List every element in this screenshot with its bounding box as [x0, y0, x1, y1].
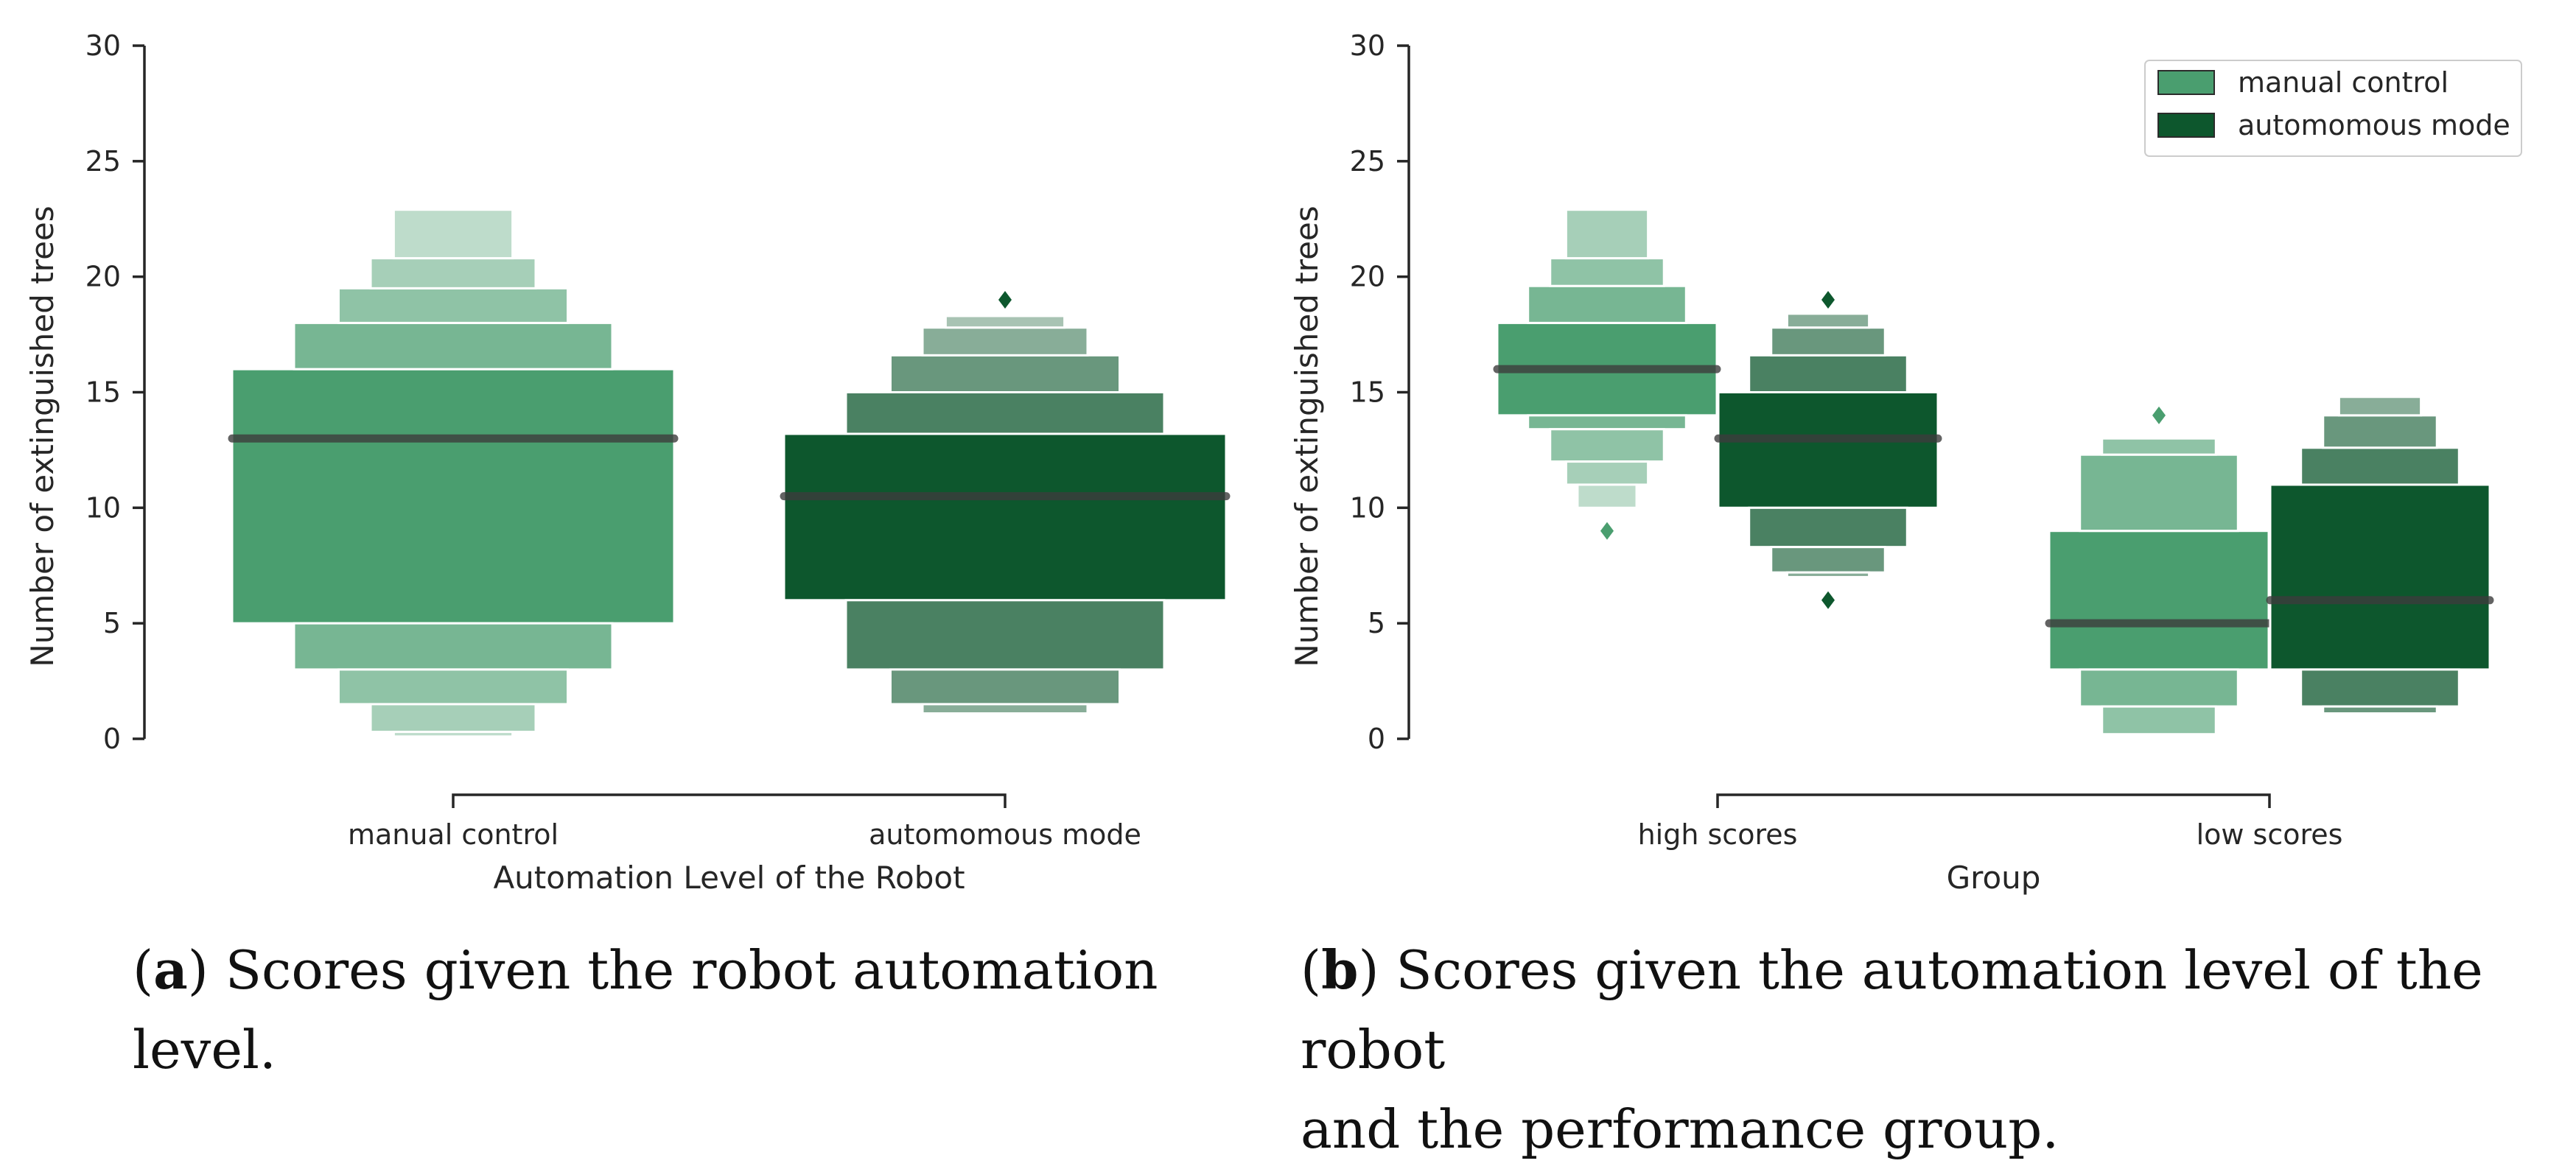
panel-b-manual-control-box-level-3-upper — [1564, 208, 1650, 260]
panel-a-x-axis — [452, 793, 1007, 808]
panel-b-automomous-mode-box-level-3-upper — [1785, 312, 1871, 329]
panel-b-automomous-mode-box-level-0 — [2269, 483, 2491, 671]
caption-b-line1: Scores given the automation level of the… — [1301, 939, 2483, 1081]
panel-b-manual-control-outlier — [1600, 522, 1614, 540]
panel-a-manual-control-box-level-4-lower — [392, 731, 514, 738]
panel-a-manual-control-box-level-1-lower — [293, 622, 614, 671]
panel-b-manual-control-box-level-2-upper — [1549, 257, 1665, 287]
panel-b-y-tick-label: 5 — [1368, 607, 1385, 639]
panel-b-automomous-mode-box-level-2-upper — [2322, 414, 2438, 449]
panel-b-manual-control-box-level-0 — [2048, 530, 2270, 671]
panel-b-legend-swatch-automomous-mode — [2157, 113, 2215, 138]
panel-b-x-tick-label: high scores — [1638, 818, 1798, 851]
panel-b-manual-control-outlier — [2152, 406, 2166, 424]
caption-a-letter: a — [153, 938, 188, 1001]
panel-a-automomous-mode-box-level-1-upper — [844, 391, 1166, 435]
caption-b-line2: and the performance group. — [1301, 1098, 2059, 1160]
caption-b: (b) Scores given the automation level of… — [1301, 938, 2483, 1160]
panel-b-y-tick-label: 30 — [1350, 29, 1385, 62]
panel-a-x-axis-title: Automation Level of the Robot — [493, 860, 965, 896]
panel-a-automomous-mode-box-level-2-upper — [889, 354, 1121, 393]
panel-b-manual-control-box-level-2-lower — [1549, 428, 1665, 463]
panel-b-automomous-mode-outlier — [1821, 591, 1835, 609]
panel-b-automomous-mode-box-level-2-upper — [1770, 326, 1886, 357]
panel-b-x-axis — [1716, 793, 2271, 808]
panel-a-automomous-mode-box-level-1-lower — [844, 599, 1166, 671]
panel-b-automomous-mode-box-level-1-lower — [2300, 668, 2460, 708]
panel-b-automomous-mode-box-level-0 — [1717, 391, 1939, 509]
panel-a-manual-control-box-level-1-upper — [293, 321, 614, 371]
panel-b-automomous-mode-box-level-3-lower — [1785, 571, 1871, 578]
panel-a-chart: 0 5 10 15 20 25 30 Number of extinguished trees… — [24, 29, 1231, 896]
panel-b-automomous-mode-box-level-3-upper — [2337, 396, 2423, 417]
panel-a-automomous-mode-box-level-2-lower — [889, 668, 1121, 706]
caption-a: (a) Scores given the robot automation le… — [133, 938, 1158, 1081]
panel-b-manual-control-box-level-2-lower — [2101, 705, 2217, 736]
panel-b-x-tick-label: low scores — [2197, 818, 2343, 851]
panel-b-y-tick-label: 15 — [1350, 376, 1385, 409]
panel-a-manual-control-box-level-3-upper — [369, 257, 537, 289]
panel-a-automomous-mode-outlier — [998, 291, 1012, 309]
panel-b-y-tick-label: 0 — [1368, 723, 1385, 755]
panel-a-manual-control-box-level-4-upper — [392, 208, 514, 260]
panel-b-manual-control-box-level-1-lower — [2079, 668, 2239, 708]
panel-a-automomous-mode-box-level-0 — [783, 432, 1228, 602]
panel-a-y-tick-label: 30 — [85, 29, 121, 62]
panel-b-y-axis-title: Number of extinguished trees — [1289, 206, 1325, 667]
panel-a-y-tick-label: 15 — [85, 376, 121, 409]
caption-b-letter: b — [1321, 938, 1359, 1001]
panel-a-automomous-mode-box-level-4-upper — [944, 315, 1066, 329]
panel-a-automomous-mode-box-level-3-lower — [921, 703, 1089, 715]
panel-b-manual-control-box-level-2-upper — [2101, 437, 2217, 456]
panel-b-legend-label-manual-control: manual control — [2238, 66, 2449, 99]
panel-b-y-tick-label: 10 — [1350, 491, 1385, 524]
figure: 0 5 10 15 20 25 30 Number of extinguished trees… — [24, 29, 2522, 896]
panel-a-y-tick-label: 25 — [85, 145, 121, 178]
panel-b-y-tick-label: 25 — [1350, 145, 1385, 178]
panel-a-automomous-mode-box-level-3-upper — [921, 326, 1089, 357]
caption-a-text: Scores given the robot automation level. — [133, 939, 1158, 1081]
panel-b-automomous-mode-box-level-2-lower — [1770, 546, 1886, 574]
panel-b-chart: 0 5 10 15 20 25 30 Number of extinguished trees… — [1289, 29, 2522, 896]
panel-b-y-tick-label: 20 — [1350, 261, 1385, 293]
panel-b-automomous-mode-box-level-1-lower — [1748, 506, 1908, 549]
panel-b-legend-label-automomous-mode: automomous mode — [2238, 109, 2510, 141]
panel-b-manual-control-box-level-3-lower — [1564, 460, 1650, 486]
panel-b-x-axis-title: Group — [1947, 860, 2041, 896]
panel-a-manual-control-box-level-3-lower — [369, 703, 537, 734]
panel-b-automomous-mode-box-level-2-lower — [2322, 705, 2438, 715]
panel-b-manual-control-box-level-1-lower — [1527, 414, 1687, 431]
panel-a-y-axis-title: Number of extinguished trees — [24, 206, 60, 667]
panel-b-automomous-mode-box-level-1-upper — [2300, 446, 2460, 486]
panel-a-y-tick-label: 0 — [103, 723, 121, 755]
panel-b-legend-swatch-manual-control — [2157, 70, 2215, 95]
panel-a-y-tick-label: 10 — [85, 491, 121, 524]
panel-a-y-tick-label: 20 — [85, 261, 121, 293]
panel-a-x-tick-label: automomous mode — [869, 818, 1141, 851]
panel-b-manual-control-box-level-1-upper — [2079, 453, 2239, 533]
panel-b-automomous-mode-outlier — [1821, 291, 1835, 309]
panel-a-manual-control-box-level-0 — [231, 368, 676, 625]
panel-a-manual-control-box-level-2-lower — [337, 668, 570, 706]
panel-b-manual-control-box-level-1-upper — [1527, 284, 1687, 324]
panel-a-manual-control-box-level-2-upper — [337, 287, 570, 324]
panel-a-y-tick-label: 5 — [103, 607, 121, 639]
panel-b-legend-frame — [2144, 60, 2522, 157]
panel-b-manual-control-box-level-4-lower — [1576, 483, 1638, 509]
panel-a-x-tick-label: manual control — [348, 818, 559, 851]
panel-b-automomous-mode-box-level-1-upper — [1748, 354, 1908, 393]
